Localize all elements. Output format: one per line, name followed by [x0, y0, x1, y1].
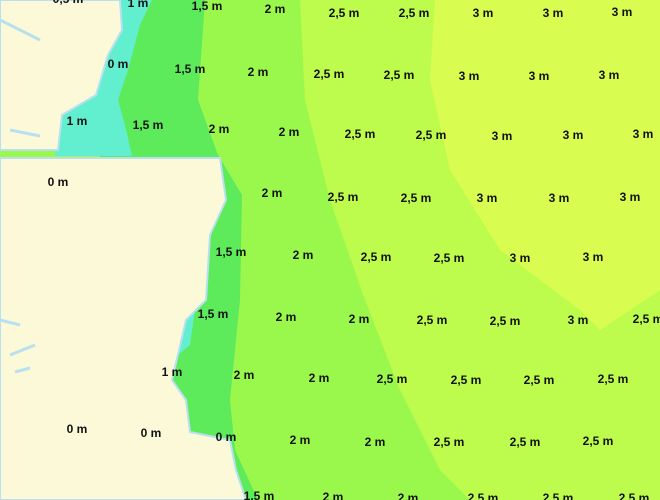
zone-3m — [430, 0, 660, 330]
wave-height-label: 2 m — [262, 186, 283, 200]
wave-height-label: 0 m — [48, 175, 69, 189]
wave-height-label: 1,5 m — [244, 489, 275, 500]
wave-height-label: 2,5 m — [377, 372, 408, 386]
wave-height-label: 2,5 m — [328, 190, 359, 204]
wave-height-label: 1 m — [67, 114, 88, 128]
wave-height-label: 2,5 m — [583, 434, 614, 448]
wave-height-label: 2 m — [323, 490, 344, 500]
wave-height-label: 0 m — [108, 57, 129, 71]
wave-height-label: 2,5 m — [384, 68, 415, 82]
wave-height-label: 2,5 m — [361, 250, 392, 264]
wave-height-label: 3 m — [477, 191, 498, 205]
wave-height-label: 3 m — [529, 69, 550, 83]
wave-height-label: 3 m — [459, 69, 480, 83]
wave-height-label: 3 m — [583, 250, 604, 264]
wave-height-label: 2 m — [234, 368, 255, 382]
wave-height-label: 1,5 m — [198, 307, 229, 321]
wave-height-label: 3 m — [563, 128, 584, 142]
wave-height-label: 2 m — [279, 125, 300, 139]
wave-height-label: 0 m — [141, 426, 162, 440]
wave-height-label: 2,5 m — [451, 373, 482, 387]
wave-height-label: 2 m — [209, 122, 230, 136]
wave-height-label: 2,5 m — [490, 314, 521, 328]
wave-height-label: 2,5 m — [434, 435, 465, 449]
wave-height-label: 2 m — [276, 310, 297, 324]
wave-height-label: 2 m — [365, 435, 386, 449]
wave-height-label: 2,5 m — [416, 128, 447, 142]
wave-height-label: 2,5 m — [345, 127, 376, 141]
wave-height-label: 2,5 m — [510, 435, 541, 449]
wave-height-label: 3 m — [473, 6, 494, 20]
wave-height-label: 2,5 m — [417, 313, 448, 327]
wave-height-label: 3 m — [599, 68, 620, 82]
wave-height-label: 2 m — [265, 2, 286, 16]
wave-height-label: 2,5 m — [543, 491, 574, 500]
wave-height-label: 3 m — [633, 127, 654, 141]
wave-height-label: 3 m — [492, 129, 513, 143]
wave-height-label: 3 m — [543, 6, 564, 20]
wave-height-label: 2,5 m — [314, 67, 345, 81]
wave-height-label: 2,5 m — [633, 312, 660, 326]
wave-height-label: 1,5 m — [192, 0, 223, 13]
wave-height-label: 3 m — [620, 190, 641, 204]
wave-height-label: 2 m — [349, 312, 370, 326]
inlet — [0, 18, 41, 374]
wave-height-label: 2 m — [293, 248, 314, 262]
wave-height-label: 3 m — [549, 191, 570, 205]
wave-height-label: 0 m — [216, 430, 237, 444]
wave-height-label: 2,5 m — [598, 372, 629, 386]
land — [0, 157, 248, 500]
wave-height-label: 0,5 m — [53, 0, 84, 6]
wave-height-label: 2 m — [290, 433, 311, 447]
wave-height-label: 3 m — [510, 251, 531, 265]
wave-height-label: 2,5 m — [329, 6, 360, 20]
wave-height-label: 3 m — [568, 313, 589, 327]
land — [0, 0, 124, 151]
wave-height-label: 2,5 m — [399, 6, 430, 20]
zone-1m — [55, 0, 152, 156]
wave-height-label: 1 m — [162, 365, 183, 379]
wave-height-label: 2,5 m — [401, 191, 432, 205]
wave-height-label: 2 m — [248, 65, 269, 79]
wave-height-label: 2,5 m — [468, 491, 499, 500]
wave-height-label: 1,5 m — [175, 62, 206, 76]
wave-height-label: 2,5 m — [524, 373, 555, 387]
wave-height-label: 2,5 m — [434, 251, 465, 265]
wave-height-label: 1 m — [128, 0, 149, 10]
wave-height-label: 2,5 m — [619, 491, 650, 500]
wave-height-label: 2 m — [398, 491, 419, 500]
wave-height-label: 1,5 m — [216, 245, 247, 259]
wave-height-label: 1,5 m — [133, 118, 164, 132]
wave-height-label: 2 m — [309, 371, 330, 385]
wave-height-label: 3 m — [612, 5, 633, 19]
wave-height-label: 0 m — [67, 422, 88, 436]
